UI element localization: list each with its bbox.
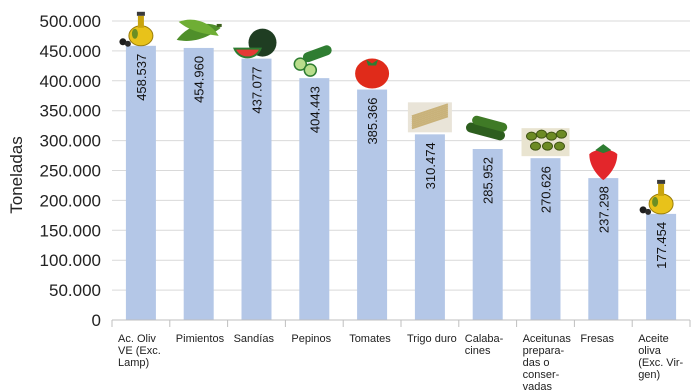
bars: 458.537 454.960 437.077 404.443 385.366 310.4… bbox=[125, 45, 677, 321]
tomato-icon bbox=[355, 58, 390, 89]
data-label: 310.474 bbox=[423, 142, 438, 189]
zucchini-icon bbox=[466, 115, 508, 141]
y-tick-label: 50.000 bbox=[49, 281, 101, 300]
olives-bowl-icon bbox=[521, 128, 570, 157]
bar bbox=[357, 89, 388, 320]
y-tick-label: 250.000 bbox=[40, 162, 101, 181]
bar bbox=[472, 149, 503, 320]
x-tick-label: conser- bbox=[523, 369, 560, 381]
x-tick-label: cines bbox=[465, 345, 491, 357]
x-tick-label: Pepinos bbox=[291, 333, 331, 345]
x-tick-label: Trigo duro bbox=[407, 333, 457, 345]
y-tick-label: 350.000 bbox=[40, 102, 101, 121]
x-tick-label: Fresas bbox=[580, 333, 614, 345]
x-tick-label: Ac. Oliv bbox=[118, 333, 156, 345]
y-tick-label: 450.000 bbox=[40, 42, 101, 61]
durum-wheat-icon bbox=[407, 102, 452, 133]
x-tick-label: das o bbox=[523, 357, 550, 369]
bar bbox=[241, 58, 272, 320]
y-tick-label: 200.000 bbox=[40, 191, 101, 210]
cucumber-icon bbox=[293, 45, 332, 77]
x-tick-label: oliva bbox=[638, 345, 662, 357]
bar bbox=[414, 134, 445, 320]
x-tick-label: VE (Exc. bbox=[118, 345, 161, 357]
y-axis-title: Toneladas bbox=[7, 136, 26, 214]
x-tick-label: vadas bbox=[523, 381, 553, 390]
bar bbox=[530, 158, 561, 320]
data-label: 285.952 bbox=[481, 157, 496, 204]
x-tick-label: Tomates bbox=[349, 333, 391, 345]
x-tick-label: gen) bbox=[638, 369, 660, 381]
x-tick-label: Calaba- bbox=[465, 333, 504, 345]
y-axis: 0 50.000 100.000 150.000 200.000 250.000 300.0… bbox=[40, 12, 101, 330]
x-tick-label: prepara- bbox=[523, 345, 565, 357]
data-label: 437.077 bbox=[250, 67, 265, 114]
data-label: 177.454 bbox=[654, 222, 669, 269]
bar bbox=[588, 178, 619, 320]
data-label: 270.626 bbox=[539, 166, 554, 213]
data-label: 404.443 bbox=[307, 86, 322, 133]
y-tick-label: 400.000 bbox=[40, 72, 101, 91]
bar bbox=[646, 213, 677, 320]
y-tick-label: 0 bbox=[92, 311, 101, 330]
green-peppers-icon bbox=[176, 19, 222, 41]
y-tick-label: 300.000 bbox=[40, 132, 101, 151]
x-tick-label: Lamp) bbox=[118, 357, 149, 369]
x-tick-label: Aceite bbox=[638, 333, 669, 345]
bar bbox=[183, 47, 214, 320]
watermelon-icon bbox=[233, 28, 277, 59]
bar bbox=[125, 45, 156, 321]
bar bbox=[299, 78, 330, 320]
data-label: 385.366 bbox=[365, 98, 380, 145]
x-tick-label: Sandías bbox=[234, 333, 275, 345]
data-label: 237.298 bbox=[596, 186, 611, 233]
product-icons bbox=[119, 11, 674, 215]
data-label: 458.537 bbox=[134, 54, 149, 101]
strawberry-icon bbox=[589, 144, 618, 181]
x-tick-label: Aceitunas bbox=[523, 333, 572, 345]
olive-oil-bottle-icon bbox=[119, 11, 154, 47]
y-tick-label: 150.000 bbox=[40, 221, 101, 240]
y-tick-label: 500.000 bbox=[40, 12, 101, 31]
y-tick-label: 100.000 bbox=[40, 251, 101, 270]
x-tick-label: Pimientos bbox=[176, 333, 225, 345]
x-tick-label: (Exc. Vir- bbox=[638, 357, 683, 369]
olive-oil-bottle-icon bbox=[639, 179, 674, 215]
data-label: 454.960 bbox=[192, 56, 207, 103]
